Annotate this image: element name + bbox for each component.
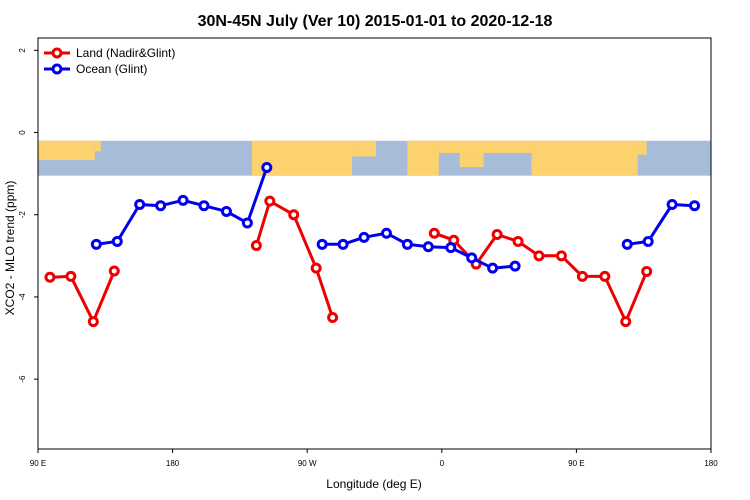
data-point-land <box>310 262 322 274</box>
series-line-ocean <box>96 167 269 246</box>
legend-label-ocean: Ocean (Glint) <box>76 62 147 76</box>
data-point-land <box>250 240 262 252</box>
data-point-land <box>599 270 611 282</box>
x-axis-ticks: 90 E 180 90 W 0 90 E 180 <box>30 449 718 468</box>
legend: Land (Nadir&Glint) Ocean (Glint) <box>44 46 175 76</box>
data-point-ocean <box>689 200 701 212</box>
y-tick-label: 2 <box>18 48 27 53</box>
map-land <box>531 140 638 176</box>
data-point-ocean <box>261 161 273 173</box>
map-land <box>38 140 95 160</box>
map-land <box>459 152 484 167</box>
legend-marker-ocean <box>51 63 63 75</box>
data-point-land <box>576 270 588 282</box>
y-tick-label: 0 <box>18 130 27 135</box>
x-tick-label: 90 W <box>298 459 317 468</box>
map-land <box>407 140 439 176</box>
data-point-land <box>264 195 276 207</box>
data-point-ocean <box>666 198 678 210</box>
data-point-land <box>288 209 300 221</box>
x-tick-label: 0 <box>440 459 445 468</box>
data-point-ocean <box>445 242 457 254</box>
data-point-land <box>327 311 339 323</box>
data-point-land <box>87 316 99 328</box>
plot-frame <box>37 37 712 450</box>
data-point-ocean <box>487 262 499 274</box>
data-point-land <box>65 270 77 282</box>
map-land <box>352 140 376 157</box>
data-point-land <box>533 250 545 262</box>
data-point-ocean <box>177 194 189 206</box>
data-point-ocean <box>642 235 654 247</box>
data-point-land <box>512 235 524 247</box>
data-point-ocean <box>509 260 521 272</box>
data-point-land <box>620 316 632 328</box>
y-axis-ticks: 2 0 -2 -4 -6 <box>18 48 38 383</box>
series-line-ocean <box>322 231 516 270</box>
y-tick-label: -6 <box>18 375 27 383</box>
data-point-ocean <box>111 235 123 247</box>
series-line-land <box>433 231 649 324</box>
legend-marker-land <box>51 47 63 59</box>
data-point-land <box>491 228 503 240</box>
chart-title: 30N-45N July (Ver 10) 2015-01-01 to 2020… <box>198 13 553 30</box>
x-tick-label: 180 <box>166 459 180 468</box>
data-point-land <box>428 227 440 239</box>
map-land <box>94 140 101 152</box>
y-axis-label: XCO2 - MLO trend (ppm) <box>3 181 17 316</box>
legend-label-land: Land (Nadir&Glint) <box>76 46 175 60</box>
x-tick-label: 90 E <box>30 459 46 468</box>
map-land <box>438 140 532 153</box>
world-map-band <box>38 140 711 176</box>
data-point-land <box>108 265 120 277</box>
x-tick-label: 180 <box>704 459 718 468</box>
data-point-ocean <box>337 238 349 250</box>
data-point-ocean <box>466 252 478 264</box>
data-point-land <box>555 250 567 262</box>
data-point-ocean <box>621 238 633 250</box>
data-point-land <box>44 271 56 283</box>
series-line-land <box>49 270 116 324</box>
y-tick-label: -4 <box>18 293 27 301</box>
data-point-ocean <box>90 238 102 250</box>
x-axis-label: Longitude (deg E) <box>326 477 421 491</box>
data-point-ocean <box>358 231 370 243</box>
series-layer <box>44 161 701 328</box>
map-land <box>637 140 647 155</box>
data-point-land <box>641 265 653 277</box>
series-line-ocean <box>626 203 695 246</box>
data-point-ocean <box>134 198 146 210</box>
data-point-ocean <box>198 200 210 212</box>
data-point-ocean <box>422 241 434 253</box>
data-point-ocean <box>401 238 413 250</box>
data-point-ocean <box>316 238 328 250</box>
data-point-ocean <box>241 217 253 229</box>
data-point-ocean <box>220 205 232 217</box>
y-tick-label: -2 <box>18 211 27 219</box>
data-point-ocean <box>380 227 392 239</box>
x-tick-label: 90 E <box>568 459 584 468</box>
data-point-ocean <box>155 200 167 212</box>
